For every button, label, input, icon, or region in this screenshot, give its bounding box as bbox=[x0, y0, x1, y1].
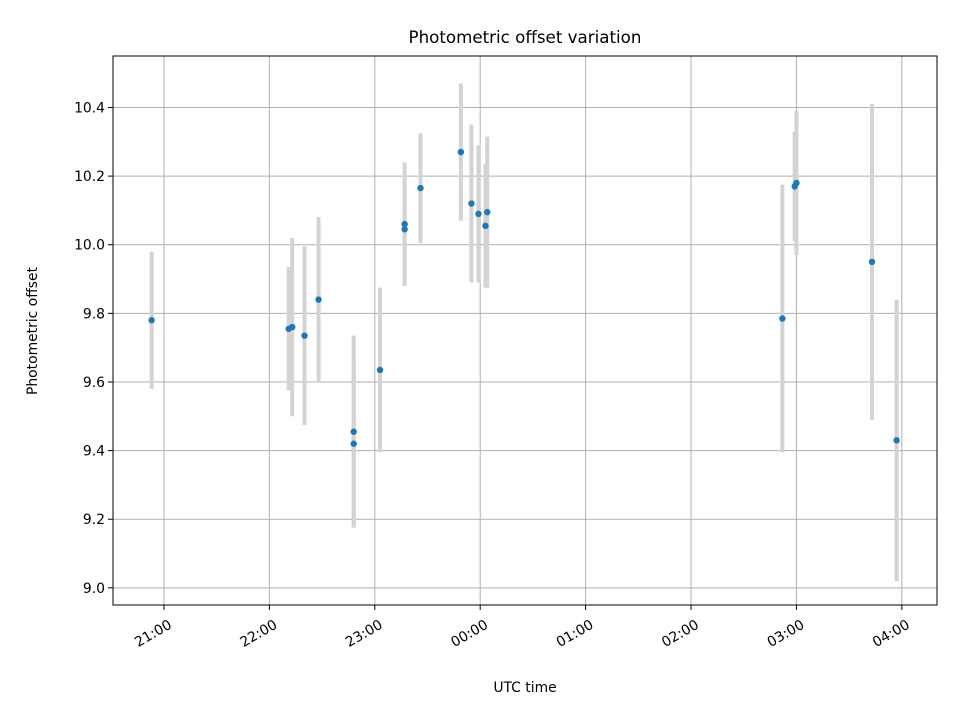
plot-frame bbox=[112, 55, 938, 606]
chart-title: Photometric offset variation bbox=[409, 27, 642, 47]
data-point bbox=[868, 258, 876, 266]
data-point bbox=[482, 222, 489, 230]
data-point bbox=[779, 315, 786, 322]
grid bbox=[113, 56, 937, 605]
y-tick-label: 10.2 bbox=[74, 169, 105, 185]
data-point bbox=[893, 437, 900, 444]
y-tick-label: 9.6 bbox=[83, 375, 105, 391]
data-points bbox=[148, 148, 900, 447]
y-tick-label: 9.2 bbox=[83, 512, 105, 528]
y-tick-label: 9.4 bbox=[83, 444, 105, 460]
data-point bbox=[376, 366, 384, 374]
data-point bbox=[289, 323, 296, 331]
data-point bbox=[401, 220, 408, 228]
data-point bbox=[475, 210, 482, 218]
data-point bbox=[484, 208, 491, 216]
data-point bbox=[350, 440, 357, 447]
data-point bbox=[457, 148, 465, 156]
data-point bbox=[468, 200, 475, 207]
y-tick-label: 10.0 bbox=[74, 238, 105, 254]
y-axis-label: Photometric offset bbox=[25, 266, 41, 395]
data-point bbox=[350, 428, 357, 435]
x-axis-label: UTC time bbox=[493, 680, 556, 696]
data-point bbox=[401, 226, 408, 233]
y-tick-label: 9.8 bbox=[83, 306, 105, 322]
data-point bbox=[793, 179, 800, 187]
data-point bbox=[417, 184, 424, 192]
data-point bbox=[148, 317, 155, 324]
data-point bbox=[315, 296, 322, 303]
y-tick-label: 9.0 bbox=[83, 581, 105, 597]
y-tick-label: 10.4 bbox=[74, 100, 105, 116]
data-point bbox=[301, 332, 308, 339]
